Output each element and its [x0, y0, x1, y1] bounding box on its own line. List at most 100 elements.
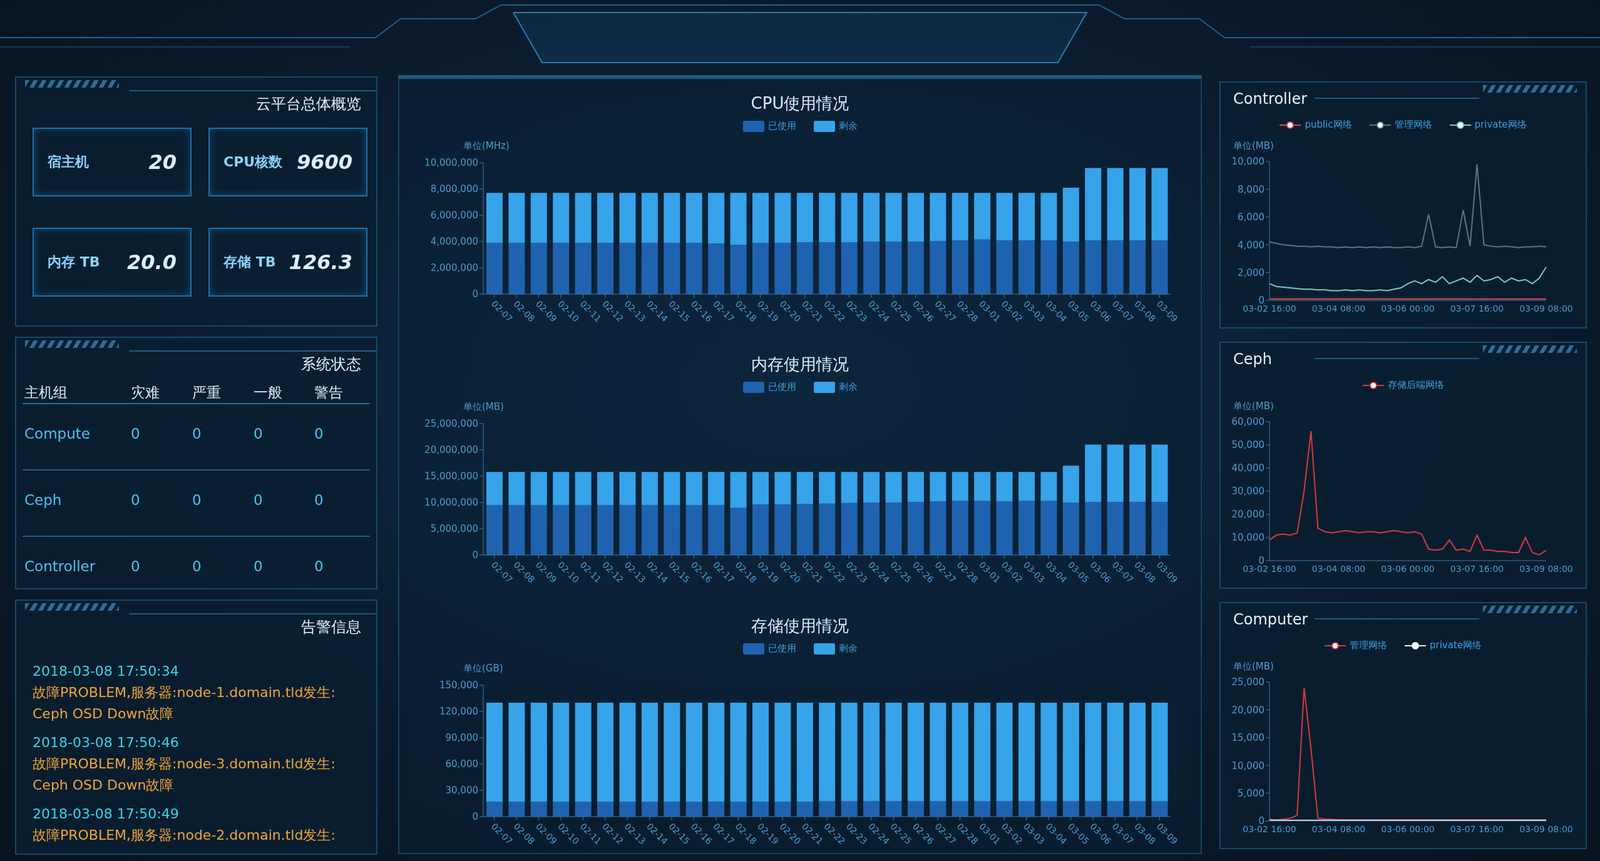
svg-text:02-14: 02-14 [644, 821, 670, 847]
svg-text:5,000,000: 5,000,000 [430, 523, 479, 535]
svg-text:60,000: 60,000 [445, 758, 479, 770]
svg-text:03-09 08:00: 03-09 08:00 [1519, 824, 1573, 835]
svg-text:02-25: 02-25 [888, 821, 914, 847]
svg-text:6,000: 6,000 [1237, 211, 1265, 223]
svg-text:02-25: 02-25 [888, 298, 914, 324]
svg-text:02-27: 02-27 [932, 821, 958, 847]
svg-text:02-11: 02-11 [578, 821, 604, 847]
svg-text:0: 0 [471, 549, 479, 561]
svg-text:02-13: 02-13 [622, 298, 648, 324]
svg-text:03-09 08:00: 03-09 08:00 [1519, 564, 1573, 575]
svg-text:03-06 00:00: 03-06 00:00 [1380, 824, 1435, 835]
svg-text:02-27: 02-27 [932, 559, 958, 585]
svg-text:03-07: 03-07 [1110, 821, 1136, 847]
svg-text:03-05: 03-05 [1066, 298, 1092, 324]
svg-text:02-24: 02-24 [866, 559, 892, 585]
svg-text:03-06 00:00: 03-06 00:00 [1380, 303, 1435, 314]
svg-text:02-19: 02-19 [755, 559, 781, 585]
svg-text:02-17: 02-17 [711, 298, 737, 324]
svg-text:02-10: 02-10 [555, 559, 581, 585]
svg-text:02-13: 02-13 [622, 821, 648, 847]
svg-text:60,000: 60,000 [1231, 416, 1266, 428]
svg-text:10,000,000: 10,000,000 [424, 157, 479, 169]
svg-text:02-20: 02-20 [777, 298, 803, 324]
svg-text:0: 0 [471, 288, 479, 300]
svg-text:02-26: 02-26 [910, 298, 936, 324]
svg-text:03-07 16:00: 03-07 16:00 [1450, 824, 1504, 835]
svg-text:02-23: 02-23 [844, 559, 870, 585]
svg-text:03-03: 03-03 [1021, 821, 1047, 847]
svg-text:02-16: 02-16 [689, 821, 715, 847]
svg-text:03-01: 03-01 [977, 559, 1003, 585]
svg-text:03-04 08:00: 03-04 08:00 [1312, 824, 1366, 835]
svg-text:02-27: 02-27 [932, 298, 958, 324]
svg-text:02-07: 02-07 [489, 559, 515, 585]
svg-text:02-23: 02-23 [844, 298, 870, 324]
svg-text:02-14: 02-14 [644, 298, 670, 324]
svg-text:03-09 08:00: 03-09 08:00 [1519, 303, 1573, 314]
svg-text:02-24: 02-24 [866, 821, 892, 847]
svg-text:03-08: 03-08 [1132, 298, 1158, 324]
svg-text:02-08: 02-08 [511, 559, 537, 585]
svg-text:02-15: 02-15 [666, 559, 692, 585]
svg-text:02-08: 02-08 [511, 821, 537, 847]
svg-text:02-15: 02-15 [666, 821, 692, 847]
svg-text:03-06: 03-06 [1087, 821, 1113, 847]
svg-text:10,000: 10,000 [1231, 760, 1266, 772]
svg-text:02-12: 02-12 [600, 298, 626, 324]
svg-text:03-05: 03-05 [1066, 821, 1092, 847]
svg-text:03-06: 03-06 [1087, 298, 1113, 324]
svg-text:02-18: 02-18 [733, 298, 759, 324]
svg-text:02-14: 02-14 [644, 559, 670, 585]
svg-text:03-04 08:00: 03-04 08:00 [1312, 564, 1366, 575]
svg-text:02-21: 02-21 [800, 559, 826, 585]
svg-text:02-28: 02-28 [955, 298, 981, 324]
svg-text:10,000: 10,000 [1231, 155, 1266, 168]
svg-text:02-17: 02-17 [711, 559, 737, 585]
svg-text:0: 0 [471, 811, 479, 823]
svg-text:02-28: 02-28 [955, 559, 981, 585]
svg-text:03-02: 03-02 [999, 559, 1025, 585]
svg-text:90,000: 90,000 [445, 732, 479, 744]
svg-text:02-12: 02-12 [600, 821, 626, 847]
svg-text:02-10: 02-10 [555, 821, 581, 847]
svg-text:02-07: 02-07 [489, 298, 515, 324]
svg-text:4,000,000: 4,000,000 [430, 235, 479, 248]
svg-text:02-10: 02-10 [555, 298, 581, 324]
svg-text:03-01: 03-01 [977, 298, 1003, 324]
svg-text:02-18: 02-18 [733, 821, 759, 847]
svg-text:03-02 16:00: 03-02 16:00 [1242, 303, 1296, 314]
svg-text:03-09: 03-09 [1154, 559, 1180, 585]
svg-text:40,000: 40,000 [1231, 462, 1266, 474]
svg-text:30,000: 30,000 [445, 784, 479, 797]
svg-text:6,000,000: 6,000,000 [430, 209, 479, 221]
svg-text:2,000,000: 2,000,000 [430, 262, 479, 274]
svg-text:02-21: 02-21 [800, 821, 826, 847]
svg-text:02-24: 02-24 [866, 298, 892, 324]
svg-text:03-07 16:00: 03-07 16:00 [1450, 564, 1504, 575]
svg-text:03-07: 03-07 [1110, 298, 1136, 324]
svg-text:02-19: 02-19 [755, 821, 781, 847]
svg-text:03-02: 03-02 [999, 821, 1025, 847]
svg-text:02-19: 02-19 [755, 298, 781, 324]
svg-text:0: 0 [1258, 294, 1265, 307]
svg-text:5,000: 5,000 [1237, 788, 1265, 800]
svg-text:0: 0 [1258, 555, 1265, 567]
svg-text:4,000: 4,000 [1237, 239, 1265, 252]
svg-text:02-23: 02-23 [844, 821, 870, 847]
svg-text:02-08: 02-08 [511, 298, 537, 324]
svg-text:02-21: 02-21 [800, 298, 826, 324]
svg-text:03-02: 03-02 [999, 298, 1025, 324]
svg-text:03-06: 03-06 [1087, 559, 1113, 585]
svg-text:2,000: 2,000 [1237, 267, 1265, 279]
svg-text:02-26: 02-26 [910, 559, 936, 585]
svg-text:03-03: 03-03 [1021, 559, 1047, 585]
svg-text:03-07: 03-07 [1110, 559, 1136, 585]
svg-text:150,000: 150,000 [439, 679, 479, 692]
svg-text:02-26: 02-26 [910, 821, 936, 847]
svg-text:02-12: 02-12 [600, 559, 626, 585]
svg-text:03-04: 03-04 [1043, 298, 1069, 324]
svg-text:03-06 00:00: 03-06 00:00 [1380, 564, 1435, 575]
svg-text:30,000: 30,000 [1231, 485, 1266, 498]
svg-text:03-09: 03-09 [1154, 298, 1180, 324]
